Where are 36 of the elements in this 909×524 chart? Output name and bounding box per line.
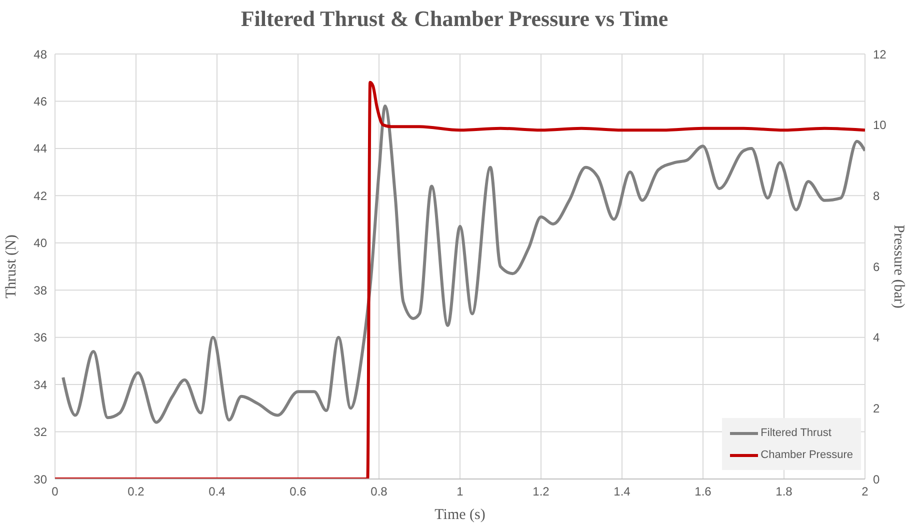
y2-tick-label: 10 — [873, 118, 887, 132]
x-tick-label: 1.6 — [694, 484, 712, 499]
y2-tick-label: 0 — [873, 472, 880, 486]
chart-title: Filtered Thrust & Chamber Pressure vs Time — [240, 5, 670, 33]
legend-label: Filtered Thrust — [760, 427, 832, 439]
y2-tick-label: 8 — [873, 188, 880, 203]
y-tick-label: 34 — [34, 378, 48, 392]
x-tick-label: 0.8 — [370, 484, 388, 499]
x-tick-label: 1 — [456, 484, 464, 499]
y-tick-label: 40 — [34, 236, 48, 250]
x-axis-title: Time (s) — [434, 507, 486, 523]
x-tick-label: 1.8 — [776, 484, 793, 499]
line-series — [55, 80, 865, 479]
legend-label: Chamber Pressure — [760, 449, 853, 461]
line-series — [62, 104, 865, 424]
y2-tick-label: 4 — [873, 330, 880, 345]
y2-tick-label: 6 — [873, 260, 880, 274]
x-tick-label: 0 — [52, 484, 59, 499]
x-tick-label: 0.2 — [128, 484, 145, 499]
y-tick-label: 32 — [34, 425, 48, 440]
y-tick-label: 36 — [34, 330, 48, 345]
y2-axis-title: Pressure (bar) — [890, 224, 907, 308]
y-tick-label: 30 — [34, 472, 48, 486]
y-tick-label: 44 — [34, 142, 48, 156]
y2-tick-label: 12 — [873, 47, 887, 62]
x-tick-label: 0.6 — [290, 484, 307, 499]
y-axis-title: Thrust (N) — [3, 234, 20, 298]
y-tick-label: 46 — [34, 94, 48, 108]
y-tick-label: 42 — [34, 188, 48, 203]
y-tick-label: 38 — [34, 283, 48, 298]
x-tick-label: 2 — [862, 484, 869, 499]
x-tick-label: 1.4 — [614, 484, 631, 499]
x-tick-label: 0.4 — [208, 484, 226, 499]
y2-tick-label: 2 — [873, 401, 880, 416]
y-tick-label: 48 — [34, 47, 48, 62]
x-tick-label: 1.2 — [532, 484, 550, 499]
